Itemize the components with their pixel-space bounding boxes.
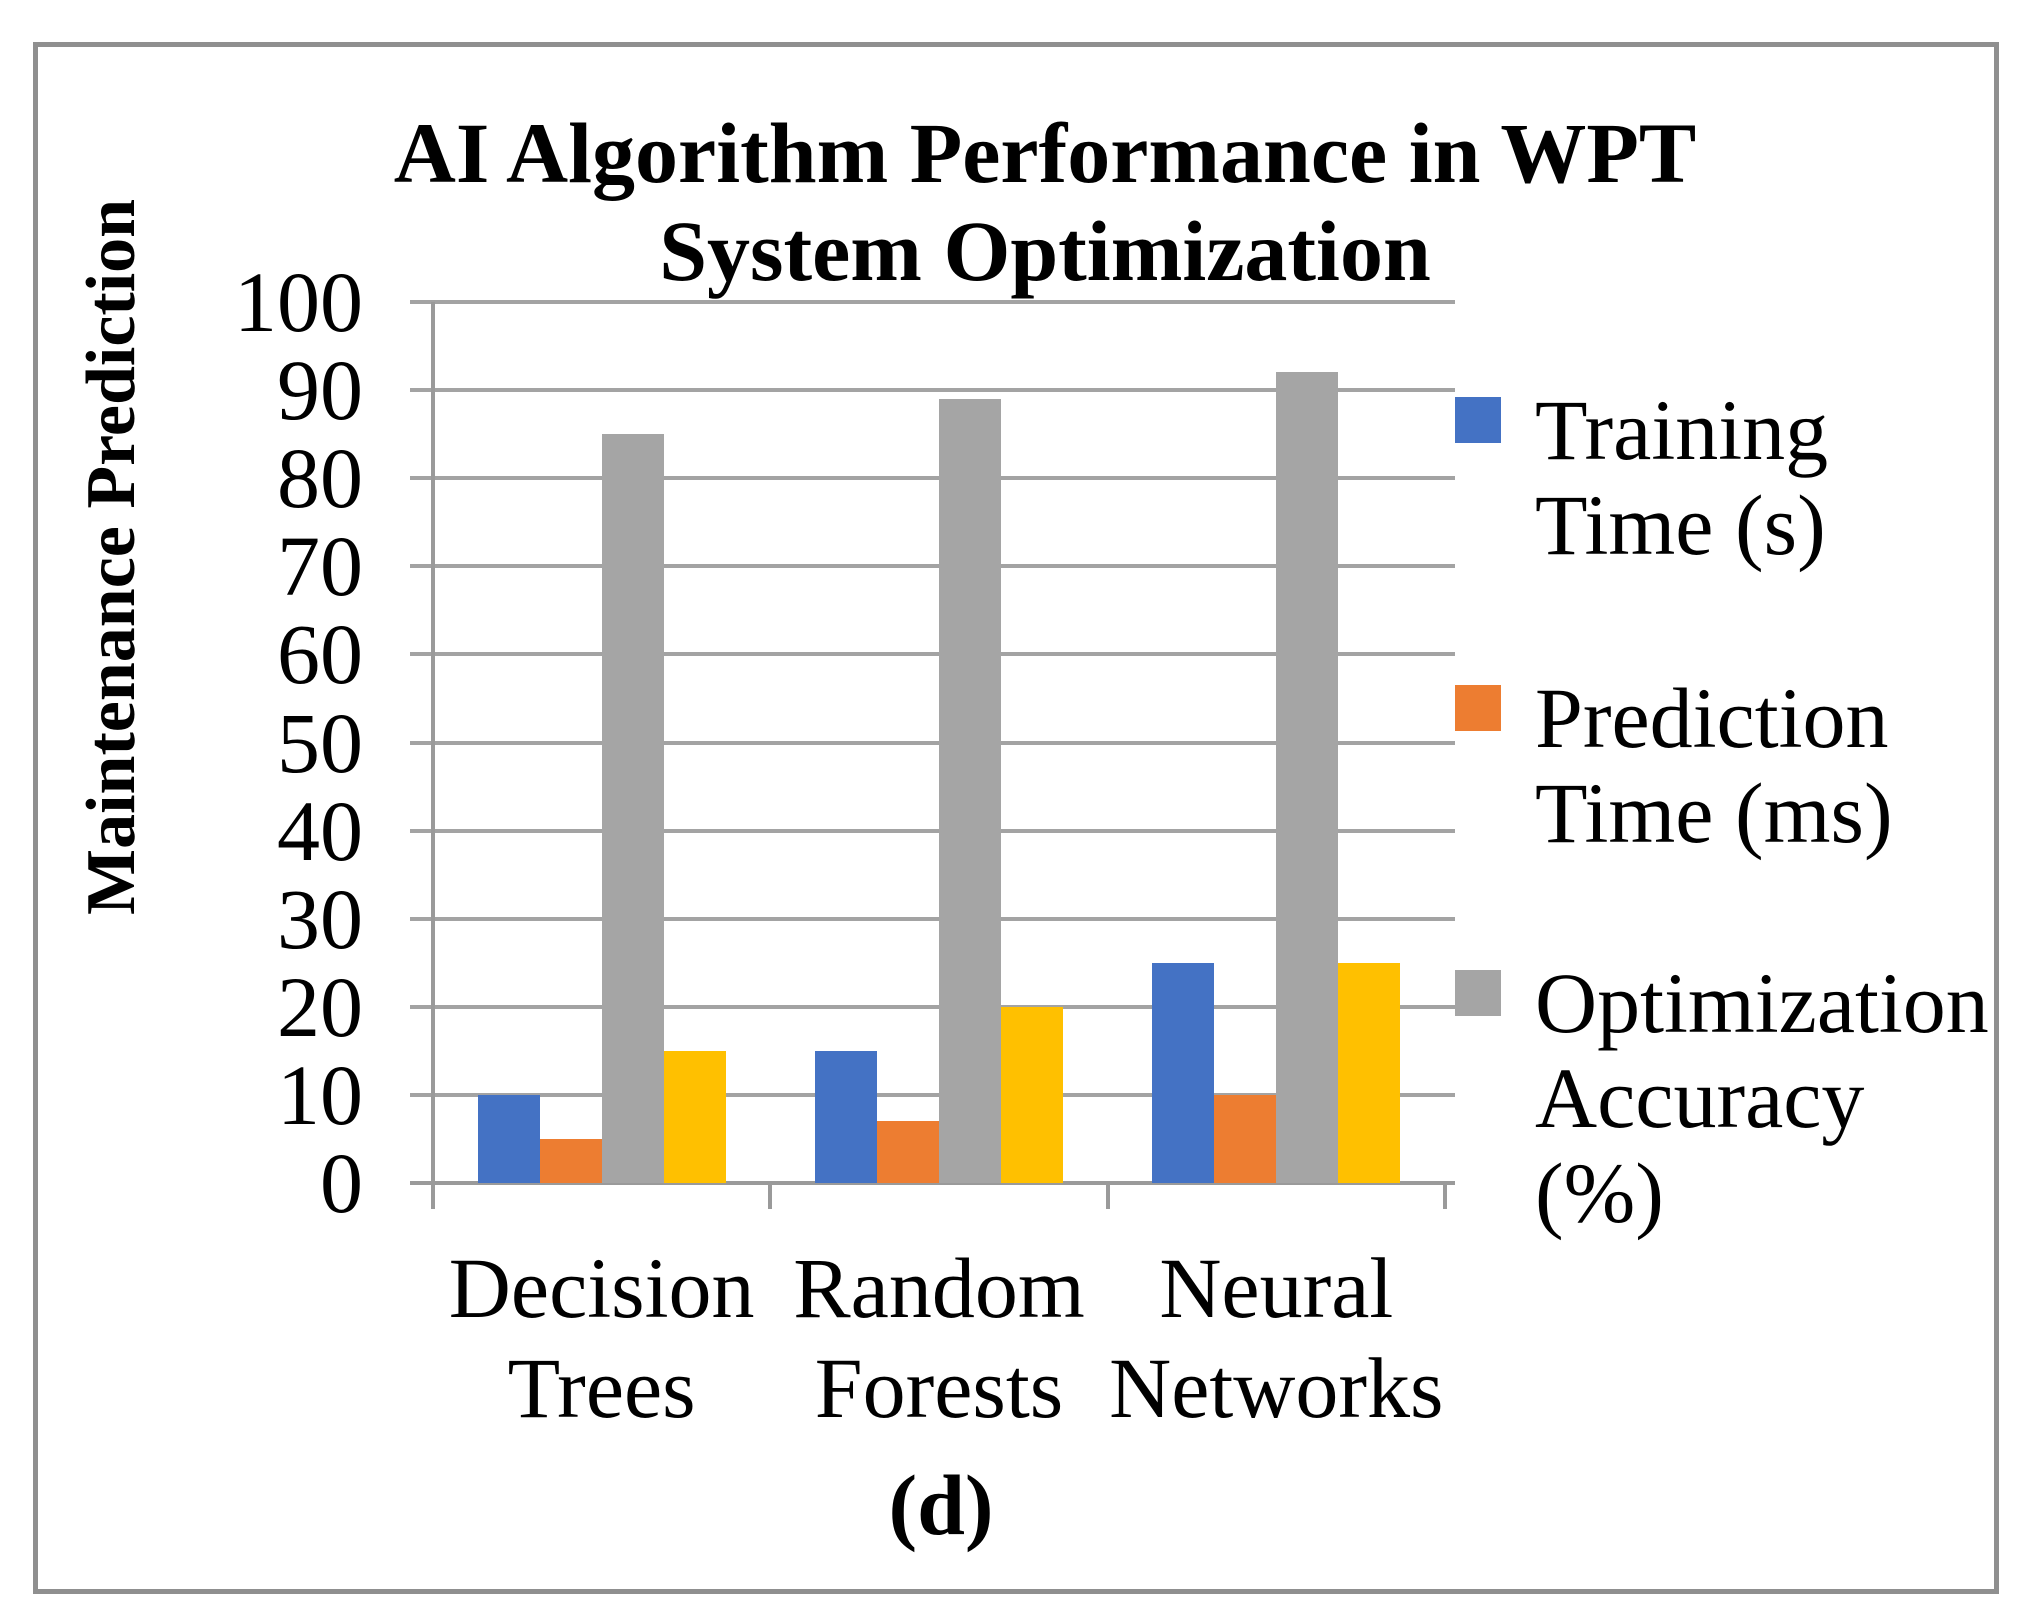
gridline <box>410 828 1455 833</box>
bar-prediction-time-ms-decision-trees <box>539 1138 602 1183</box>
legend-item: Prediction Time (ms) <box>1455 671 1893 861</box>
x-category-label-line: Random <box>793 1240 1085 1336</box>
x-category-label-line: Trees <box>507 1340 696 1436</box>
bar-optimization-accuracy-decision-trees <box>601 434 664 1183</box>
x-axis-tick <box>431 1183 435 1209</box>
x-category-label-line: Decision <box>448 1240 755 1336</box>
legend-label-line: Prediction <box>1535 670 1889 766</box>
chart-title: AI Algorithm Performance in WPT System O… <box>340 104 1750 300</box>
y-tick-label: 10 <box>277 1046 363 1143</box>
legend-label-line: Training <box>1535 382 1829 478</box>
legend-label: Training Time (s) <box>1535 383 1828 573</box>
legend-label-line: Optimization <box>1535 955 1989 1051</box>
y-tick-label: 40 <box>277 782 363 879</box>
legend-swatch <box>1455 685 1501 731</box>
chart-title-line-1: AI Algorithm Performance in WPT <box>393 105 1697 201</box>
legend-item: Optimization Accuracy (%) <box>1455 956 1989 1241</box>
gridline <box>410 300 1455 304</box>
x-axis-tick <box>1105 1183 1110 1209</box>
y-tick-label: 30 <box>277 870 363 967</box>
x-category-label-line: Forests <box>814 1340 1064 1436</box>
gridline <box>410 740 1455 745</box>
chart-title-line-2: System Optimization <box>659 203 1431 299</box>
bar-training-time-s-random-forests <box>815 1050 877 1183</box>
y-tick-label: 100 <box>234 254 363 350</box>
figure-caption: (d) <box>888 1457 994 1553</box>
legend-swatch <box>1455 397 1501 443</box>
legend-item: Training Time (s) <box>1455 383 1828 573</box>
bar-training-time-s-decision-trees <box>477 1094 540 1183</box>
y-tick-label: 20 <box>277 958 363 1055</box>
gridline <box>410 1092 1455 1097</box>
y-tick-label: 0 <box>320 1135 363 1231</box>
gridline <box>410 916 1455 921</box>
bar-series-4-decision-trees <box>663 1050 726 1183</box>
gridline <box>410 652 1455 657</box>
y-tick-label: 90 <box>277 342 363 439</box>
bar-optimization-accuracy-neural-networks <box>1276 372 1339 1183</box>
gridline <box>410 564 1455 569</box>
gridline <box>410 388 1455 393</box>
x-category-label: Decision Trees <box>422 1238 782 1438</box>
x-category-label-line: Networks <box>1109 1340 1444 1436</box>
bar-training-time-s-neural-networks <box>1152 962 1215 1183</box>
x-axis-line <box>410 1181 1455 1185</box>
gridline <box>410 476 1455 481</box>
y-tick-label: 80 <box>277 430 363 527</box>
y-tick-label: 50 <box>277 694 363 791</box>
x-category-label-line: Neural <box>1159 1240 1394 1336</box>
y-tick-label: 60 <box>277 606 363 703</box>
legend-label-line: (%) <box>1535 1145 1664 1241</box>
bar-series-4-random-forests <box>1001 1006 1063 1183</box>
figure-border <box>33 42 1999 1594</box>
legend-label-line: Accuracy <box>1535 1050 1865 1146</box>
x-category-label: Neural Networks <box>1096 1238 1456 1438</box>
bar-prediction-time-ms-random-forests <box>877 1121 939 1183</box>
legend-swatch <box>1455 970 1501 1016</box>
legend-label-line: Time (s) <box>1535 477 1826 573</box>
y-axis-line <box>431 302 435 1209</box>
bar-prediction-time-ms-neural-networks <box>1214 1094 1277 1183</box>
x-category-label: Random Forests <box>759 1238 1119 1438</box>
bar-optimization-accuracy-random-forests <box>939 398 1001 1183</box>
x-axis-tick <box>1443 1183 1447 1209</box>
bar-series-4-neural-networks <box>1338 962 1401 1183</box>
legend-label: Prediction Time (ms) <box>1535 671 1893 861</box>
gridline <box>410 1004 1455 1009</box>
x-axis-tick <box>768 1183 773 1209</box>
y-tick-label: 70 <box>277 518 363 615</box>
legend-label-line: Time (ms) <box>1535 765 1893 861</box>
legend-label: Optimization Accuracy (%) <box>1535 956 1989 1241</box>
